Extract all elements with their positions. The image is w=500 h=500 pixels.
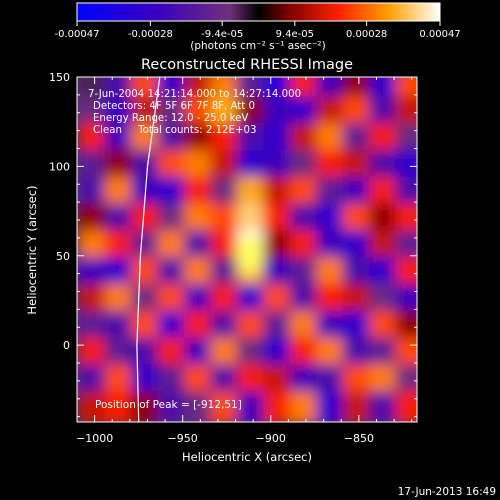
heatmap-cell — [395, 77, 417, 103]
heatmap-cell — [395, 230, 417, 264]
colorbar-tick-label: 9.4e-05 — [276, 29, 314, 40]
heatmap-cell — [395, 176, 417, 210]
annotation-line: Detectors: 4F 5F 6F 7F 8F, Att 0 — [93, 101, 255, 112]
image-area — [77, 77, 417, 422]
colorbar-tick-label: 0.00047 — [419, 29, 460, 40]
annotations: 7-Jun-2004 14:21:14.000 to 14:27:14.000D… — [88, 89, 301, 136]
annotation-line: Energy Range: 12.0 - 25.0 keV — [93, 113, 248, 124]
heatmap-cell — [395, 203, 417, 237]
plot-frame — [76, 76, 418, 423]
peak-spot — [235, 233, 264, 274]
annotation-line: Clean Total counts: 2.12E+03 — [93, 125, 256, 136]
colorbar — [76, 2, 441, 22]
heatmap-cell — [395, 149, 417, 183]
chart-title: Reconstructed RHESSI Image — [141, 57, 353, 73]
colorbar-tick-label: -0.00047 — [55, 29, 100, 40]
x-tick-label: −1000 — [76, 432, 113, 445]
heatmap-cell — [395, 257, 417, 291]
x-tick-label: −900 — [256, 432, 286, 445]
heatmap-cell — [395, 310, 417, 344]
colorbar-tick-label: 0.00028 — [346, 29, 387, 40]
y-tick-label: 50 — [56, 250, 70, 263]
y-tick-label: 150 — [49, 71, 70, 84]
heatmap-cell — [395, 122, 417, 157]
y-tick-label: 0 — [63, 339, 70, 352]
colorbar-ticks: -0.00047 -0.00028 -9.4e-05 9.4e-05 0.00028 0.… — [55, 21, 461, 40]
x-tick-label: −850 — [344, 432, 374, 445]
heatmap-cell — [395, 337, 417, 371]
y-axis: 0 50 100 150 — [49, 71, 417, 418]
colorbar-unit-label: (photons cm⁻² s⁻¹ asec⁻²) — [190, 40, 325, 52]
y-axis-label: Heliocentric Y (arcsec) — [25, 185, 39, 314]
x-tick-label: −950 — [168, 432, 198, 445]
footer-date: 17-Jun-2013 16:49 — [398, 486, 496, 498]
y-tick-label: 100 — [49, 160, 70, 173]
heatmap-cell — [395, 96, 417, 130]
heatmap-cell — [395, 364, 417, 398]
x-axis-label: Heliocentric X (arcsec) — [182, 450, 312, 464]
annotation-line: 7-Jun-2004 14:21:14.000 to 14:27:14.000 — [88, 89, 301, 100]
colorbar-tick-label: -0.00028 — [128, 29, 173, 40]
heatmap-cell — [395, 283, 417, 318]
heatmap-cell — [395, 391, 417, 422]
peak-position-label: Position of Peak = [-912,51] — [95, 399, 242, 411]
x-axis: −1000 −950 −900 −850 — [76, 77, 413, 445]
colorbar-tick-label: -9.4e-05 — [201, 29, 243, 40]
solar-limb-curve — [136, 77, 161, 422]
